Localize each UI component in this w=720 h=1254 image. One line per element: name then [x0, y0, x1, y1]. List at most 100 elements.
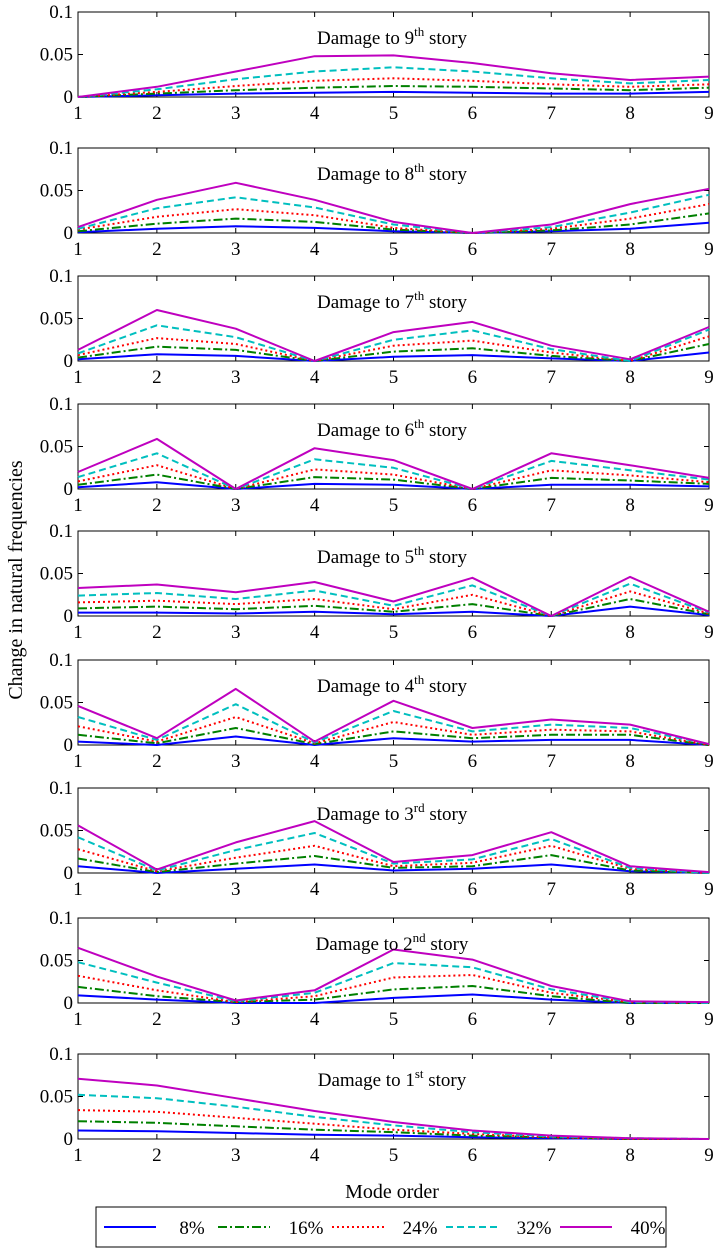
- legend-label: 40%: [631, 1218, 666, 1239]
- x-tick-label: 4: [310, 367, 320, 388]
- panel-2: 0 0.05 0.1 1 2 3 4 5 6 7 8 9 Damage to 8th story: [40, 138, 714, 260]
- panel-title: Damage to 4th story: [317, 672, 467, 697]
- x-tick-label: 3: [231, 239, 241, 260]
- x-tick-label: 9: [704, 622, 714, 643]
- x-tick-label: 5: [389, 103, 399, 124]
- x-tick-label: 3: [231, 1145, 241, 1166]
- series-line-32pct: [77, 66, 710, 98]
- y-tick-label: 0.1: [49, 521, 73, 542]
- panel-5: 0 0.05 0.1 1 2 3 4 5 6 7 8 9 Damage to 5th story: [40, 521, 714, 643]
- x-tick-label: 2: [152, 622, 162, 643]
- y-tick-label: 0: [64, 606, 74, 627]
- x-tick-label: 6: [468, 495, 478, 516]
- x-tick-label: 8: [625, 367, 635, 388]
- x-tick-label: 6: [468, 879, 478, 900]
- x-tick-label: 7: [547, 751, 557, 772]
- series-line-8pct: [77, 221, 710, 234]
- series-line-8pct: [77, 863, 710, 874]
- panel-6: 0 0.05 0.1 1 2 3 4 5 6 7 8 9 Damage to 4th story: [40, 650, 714, 772]
- x-tick-label: 9: [704, 495, 714, 516]
- legend-label: 24%: [403, 1218, 438, 1239]
- y-tick-label: 0: [64, 863, 74, 884]
- series-line-40pct: [77, 1077, 710, 1140]
- y-axis-label: Change in natural frequencies: [5, 460, 27, 700]
- x-tick-label: 6: [468, 751, 478, 772]
- series-line-40pct: [77, 575, 710, 617]
- x-tick-label: 2: [152, 1145, 162, 1166]
- series-line-16pct: [77, 212, 710, 234]
- y-tick-label: 0.05: [40, 437, 73, 458]
- panel-title: Damage to 5th story: [317, 543, 467, 568]
- x-tick-label: 8: [625, 622, 635, 643]
- x-tick-label: 5: [389, 239, 399, 260]
- plot-frame: [77, 275, 710, 362]
- y-tick-label: 0.1: [49, 778, 73, 799]
- y-tick-label: 0: [64, 1129, 74, 1150]
- x-tick-label: 4: [310, 239, 320, 260]
- series-line-8pct: [77, 481, 710, 490]
- y-tick-label: 0.1: [49, 908, 73, 929]
- y-tick-label: 0.1: [49, 266, 73, 287]
- y-tick-label: 0.1: [49, 1044, 73, 1065]
- series-line-32pct: [77, 324, 710, 362]
- y-tick-label: 0.1: [49, 394, 73, 415]
- x-tick-label: 6: [468, 367, 478, 388]
- x-tick-label: 3: [231, 622, 241, 643]
- plot-frame: [77, 1053, 710, 1140]
- x-tick-label: 4: [310, 103, 320, 124]
- x-tick-label: 4: [310, 622, 320, 643]
- x-tick-label: 1: [73, 879, 83, 900]
- x-tick-label: 3: [231, 367, 241, 388]
- series-line-16pct: [77, 854, 710, 874]
- series-line-40pct: [77, 54, 710, 98]
- panel-title: Damage to 2nd story: [316, 930, 469, 955]
- x-tick-label: 6: [468, 239, 478, 260]
- y-tick-label: 0.05: [40, 181, 73, 202]
- x-tick-label: 2: [152, 103, 162, 124]
- x-tick-label: 8: [625, 103, 635, 124]
- x-tick-label: 9: [704, 751, 714, 772]
- x-tick-label: 2: [152, 367, 162, 388]
- series-line-32pct: [77, 582, 710, 617]
- x-tick-label: 6: [468, 622, 478, 643]
- x-tick-label: 1: [73, 239, 83, 260]
- x-tick-label: 8: [625, 1145, 635, 1166]
- y-tick-label: 0.05: [40, 45, 73, 66]
- y-tick-label: 0.1: [49, 2, 73, 23]
- panel-title: Damage to 6th story: [317, 416, 467, 441]
- x-tick-label: 1: [73, 495, 83, 516]
- series-line-32pct: [77, 1093, 710, 1140]
- x-tick-label: 5: [389, 751, 399, 772]
- x-tick-label: 7: [547, 879, 557, 900]
- x-tick-label: 3: [231, 751, 241, 772]
- x-tick-label: 1: [73, 1145, 83, 1166]
- y-tick-label: 0: [64, 87, 74, 108]
- series-line-16pct: [77, 343, 710, 362]
- y-tick-label: 0: [64, 479, 74, 500]
- y-tick-label: 0.05: [40, 1087, 73, 1108]
- x-tick-label: 1: [73, 103, 83, 124]
- x-tick-label: 7: [547, 367, 557, 388]
- panel-title: Damage to 9th story: [317, 24, 467, 49]
- series-line-32pct: [77, 703, 710, 746]
- series-line-16pct: [77, 985, 709, 1004]
- x-tick-label: 3: [231, 1009, 241, 1030]
- series-line-40pct: [77, 309, 710, 362]
- legend-label: 8%: [179, 1218, 205, 1239]
- series-line-32pct: [77, 961, 710, 1004]
- x-tick-label: 3: [231, 495, 241, 516]
- plot-frame: [77, 917, 710, 1004]
- series-line-40pct: [77, 946, 710, 1004]
- x-tick-label: 7: [547, 1009, 557, 1030]
- legend-label: 16%: [289, 1218, 324, 1239]
- legend: 8% 16% 24% 32% 40%: [95, 1206, 667, 1248]
- y-tick-label: 0.05: [40, 564, 73, 585]
- y-tick-label: 0.05: [40, 309, 73, 330]
- series-line-40pct: [77, 437, 710, 490]
- y-tick-label: 0.1: [49, 138, 73, 159]
- x-tick-label: 6: [468, 1009, 478, 1030]
- x-tick-label: 5: [389, 367, 399, 388]
- x-tick-label: 9: [704, 239, 714, 260]
